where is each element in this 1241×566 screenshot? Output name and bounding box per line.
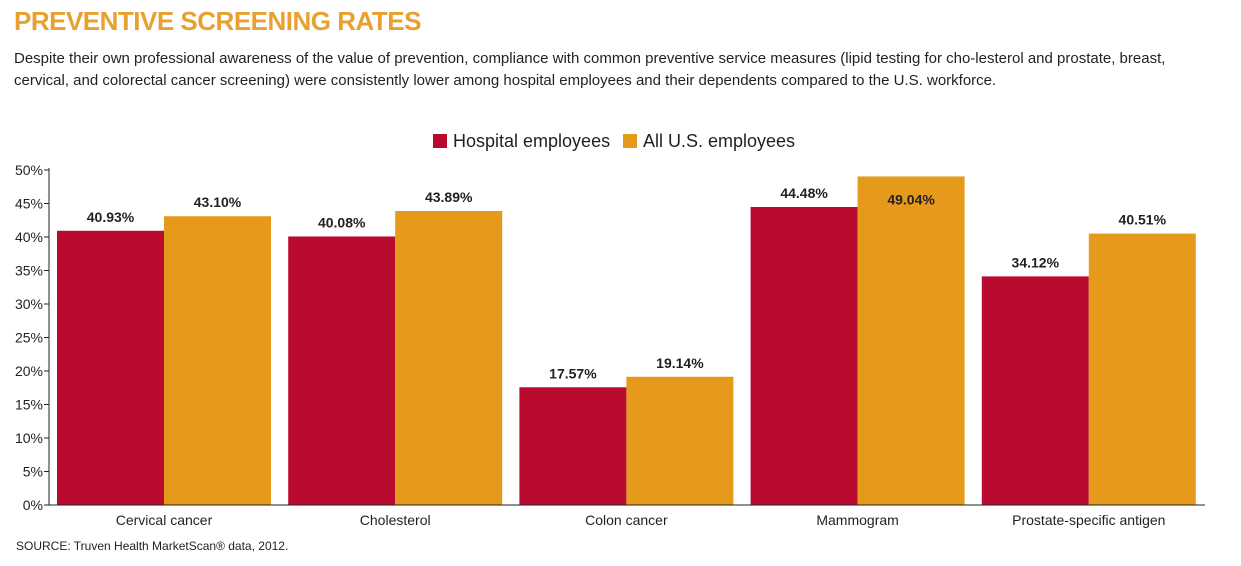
data-label-hospital-2: 17.57% (549, 365, 597, 381)
chart-title: PREVENTIVE SCREENING RATES (14, 6, 421, 36)
y-tick-label: 45% (15, 196, 43, 212)
bar-hospital-3 (750, 206, 858, 505)
y-tick-label: 35% (15, 263, 43, 279)
bar-all-us-0 (164, 216, 271, 506)
x-category-label: Cervical cancer (116, 512, 213, 528)
y-tick-label: 5% (23, 464, 43, 480)
data-label-hospital-4: 34.12% (1012, 254, 1060, 270)
y-tick-label: 10% (15, 430, 43, 446)
data-label-hospital-0: 40.93% (87, 209, 135, 225)
y-tick-label: 50% (15, 162, 43, 178)
bar-all-us-1 (395, 210, 503, 505)
x-category-label: Mammogram (816, 512, 898, 528)
x-category-label: Prostate-specific antigen (1012, 512, 1165, 528)
bar-hospital-4 (981, 276, 1089, 505)
bar-chart: Hospital employees All U.S. employees 0% 5%… (15, 131, 1205, 528)
x-category-label: Cholesterol (360, 512, 431, 528)
bar-hospital-2 (519, 387, 627, 505)
source-note: SOURCE: Truven Health MarketScan® data, … (16, 539, 289, 553)
y-tick-label: 25% (15, 330, 43, 346)
data-label-hospital-1: 40.08% (318, 214, 366, 230)
data-label-all-us-0: 43.10% (194, 194, 242, 210)
bar-hospital-0 (57, 230, 164, 506)
bar-hospital-1 (288, 236, 396, 506)
y-tick-label: 20% (15, 363, 43, 379)
legend-swatch-hospital (433, 134, 447, 148)
bar-all-us-3 (857, 176, 965, 505)
y-tick-label: 30% (15, 296, 43, 312)
legend-label-all-us: All U.S. employees (643, 131, 795, 151)
data-label-all-us-1: 43.89% (425, 189, 473, 205)
data-label-all-us-2: 19.14% (656, 355, 704, 371)
chart-subtitle: Despite their own professional awareness… (14, 50, 1166, 89)
data-label-hospital-3: 44.48% (780, 185, 828, 201)
legend-swatch-all-us (623, 134, 637, 148)
y-tick-label: 0% (23, 497, 43, 513)
bar-all-us-2 (626, 376, 734, 505)
y-tick-label: 15% (15, 397, 43, 413)
bar-all-us-4 (1088, 233, 1196, 505)
data-label-all-us-3: 49.04% (887, 191, 935, 207)
data-label-all-us-4: 40.51% (1119, 212, 1167, 228)
y-tick-label: 40% (15, 229, 43, 245)
legend-label-hospital: Hospital employees (453, 131, 610, 151)
x-category-label: Colon cancer (585, 512, 668, 528)
